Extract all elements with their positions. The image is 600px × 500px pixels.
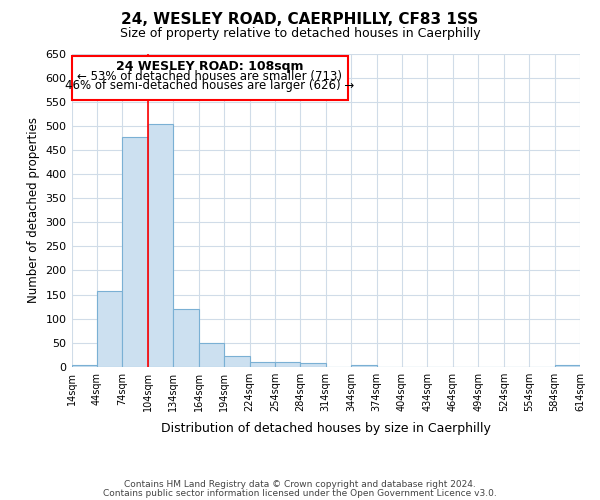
Text: ← 53% of detached houses are smaller (713): ← 53% of detached houses are smaller (71…: [77, 70, 342, 83]
Bar: [122, 136, 148, 366]
Text: Size of property relative to detached houses in Caerphilly: Size of property relative to detached ho…: [119, 28, 481, 40]
Text: Contains public sector information licensed under the Open Government Licence v3: Contains public sector information licen…: [103, 489, 497, 498]
Bar: [351, 365, 377, 366]
Text: 24 WESLEY ROAD: 108sqm: 24 WESLEY ROAD: 108sqm: [116, 60, 304, 74]
Text: 24, WESLEY ROAD, CAERPHILLY, CF83 1SS: 24, WESLEY ROAD, CAERPHILLY, CF83 1SS: [121, 12, 479, 28]
Bar: [199, 342, 224, 366]
Bar: [97, 290, 122, 366]
Bar: [301, 363, 326, 366]
Bar: [71, 365, 97, 366]
Bar: [275, 362, 301, 366]
Bar: [148, 124, 173, 366]
Bar: [71, 56, 348, 100]
Bar: [250, 362, 275, 366]
Bar: [173, 309, 199, 366]
Text: Contains HM Land Registry data © Crown copyright and database right 2024.: Contains HM Land Registry data © Crown c…: [124, 480, 476, 489]
Y-axis label: Number of detached properties: Number of detached properties: [27, 118, 40, 304]
Text: 46% of semi-detached houses are larger (626) →: 46% of semi-detached houses are larger (…: [65, 80, 354, 92]
Bar: [224, 356, 250, 366]
X-axis label: Distribution of detached houses by size in Caerphilly: Distribution of detached houses by size …: [161, 422, 491, 435]
Bar: [554, 365, 580, 366]
